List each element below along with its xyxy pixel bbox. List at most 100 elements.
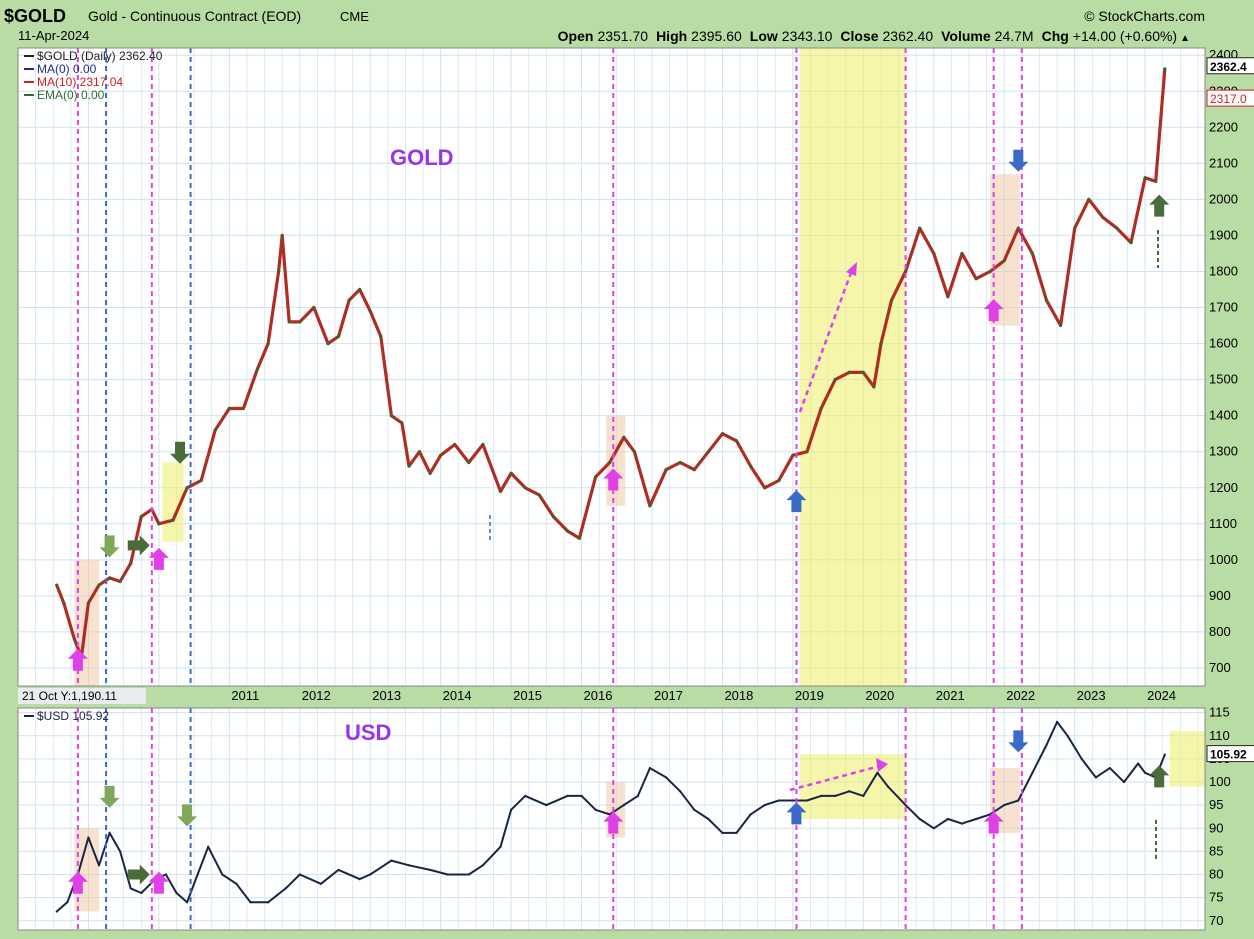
gold-price-point — [312, 305, 316, 310]
gold-price-point — [287, 320, 291, 324]
usd-index-point — [876, 771, 879, 774]
gold-price-point — [439, 453, 443, 457]
y-tick-label: 1000 — [1209, 552, 1238, 567]
x-tick-label: 2017 — [654, 688, 683, 703]
gold-price-point — [171, 518, 175, 522]
usd-panel: 707580859095100105110115105.92$USD 105.9… — [17, 705, 1254, 931]
usd-index-point — [1144, 771, 1147, 774]
usd-index-point — [545, 804, 548, 807]
ohlc-value: 2351.70 — [597, 28, 648, 44]
usd-index-point — [221, 873, 224, 876]
x-tick-label: 2024 — [1147, 688, 1176, 703]
right-arrow-icon — [127, 535, 150, 556]
gold-price-point — [298, 320, 302, 324]
gold-price-point — [847, 370, 851, 375]
highlight-band — [990, 174, 1020, 326]
trend-arrow-line — [789, 764, 881, 792]
down-arrow-icon — [1008, 730, 1029, 753]
usd-index-point — [886, 785, 890, 788]
x-tick-label: 2013 — [372, 688, 401, 703]
y-tick-label: 1200 — [1209, 480, 1238, 495]
usd-index-point — [932, 827, 935, 830]
y-tick-label: 1700 — [1209, 300, 1238, 315]
gold-price-point — [157, 522, 161, 526]
ohlc-value: 24.7M — [995, 28, 1034, 44]
gold-price-point — [988, 269, 992, 274]
gold-price-point — [280, 233, 284, 238]
ohlc-readout: Open 2351.70 High 2395.60 Low 2343.10 Close 236… — [558, 28, 1190, 44]
y-tick-label: 900 — [1209, 588, 1231, 603]
panel-title: GOLD — [390, 145, 454, 170]
usd-index-point — [87, 836, 90, 839]
gold-price-point — [833, 378, 837, 382]
usd-index-point — [499, 845, 502, 848]
gold-price-point — [417, 450, 422, 454]
gold-price-point — [777, 478, 781, 483]
gold-price-point — [227, 406, 231, 411]
y-tick-label: 2200 — [1209, 119, 1238, 134]
usd-index-point — [337, 868, 340, 871]
x-tick-label: 2018 — [724, 688, 753, 703]
usd-index-point — [284, 887, 287, 890]
x-tick-label: 2021 — [936, 688, 965, 703]
last-value-box — [1206, 89, 1254, 107]
gold-price-point — [1115, 226, 1119, 230]
gold-price-point — [277, 269, 281, 274]
y-tick-label: 700 — [1209, 660, 1231, 675]
usd-index-point — [429, 868, 432, 871]
usd-index-point — [185, 901, 189, 904]
legend-entry: $GOLD (Daily) 2362.40 — [37, 49, 163, 63]
gold-price-point — [946, 295, 950, 299]
usd-index-point — [566, 794, 569, 797]
usd-index-series — [56, 720, 1166, 913]
gold-price-point — [706, 450, 710, 454]
usd-index-point — [580, 794, 583, 797]
source-text: StockCharts.com — [1098, 8, 1205, 24]
gold-price-point — [336, 334, 341, 338]
x-tick-label: 2020 — [865, 688, 894, 703]
trend-arrow-icon — [846, 262, 857, 276]
last-value-box — [1206, 57, 1254, 75]
last-value-box — [1206, 745, 1254, 763]
usd-index-point — [1122, 780, 1126, 784]
gold-price-point — [86, 601, 91, 605]
gold-price-series — [55, 68, 1167, 659]
usd-index-point — [1031, 771, 1034, 774]
gold-price-point — [594, 475, 598, 479]
usd-index-point — [805, 799, 809, 802]
up-arrow-icon — [1149, 765, 1170, 788]
gold-price-point — [1044, 298, 1049, 302]
usd-index-point — [622, 804, 625, 807]
ohlc-value: 2362.40 — [883, 28, 934, 44]
gold-price-point — [1154, 179, 1158, 183]
gold-price-point — [791, 453, 795, 457]
up-arrow-icon — [603, 468, 624, 491]
plot-border — [17, 47, 1206, 687]
y-tick-label: 75 — [1209, 890, 1223, 905]
usd-index-point — [97, 864, 101, 867]
y-tick-label: 2100 — [1209, 155, 1238, 170]
ohlc-label: Chg — [1042, 28, 1069, 44]
usd-index-point — [693, 808, 696, 811]
trend-arrow-icon — [876, 758, 888, 772]
up-arrow-icon — [786, 802, 807, 825]
gold-price-point — [692, 468, 696, 472]
gold-price-point — [368, 309, 372, 313]
usd-index-point — [974, 817, 978, 821]
gold-price-point — [632, 450, 636, 454]
y-tick-label: 100 — [1209, 774, 1231, 789]
usd-index-point — [175, 891, 178, 895]
up-arrow-icon — [603, 811, 624, 834]
y-tick-label: 1400 — [1209, 408, 1238, 423]
gold-price-point — [107, 576, 112, 580]
gold-price-point — [918, 226, 922, 230]
y-tick-label: 1500 — [1209, 372, 1238, 387]
gold-price-point — [960, 251, 964, 256]
usd-index-point — [108, 831, 111, 834]
gold-price-point — [1163, 67, 1167, 71]
x-tick-label: 2015 — [513, 688, 542, 703]
plot-border — [17, 707, 1206, 931]
usd-index-point — [249, 901, 252, 904]
usd-index-point — [707, 817, 710, 821]
